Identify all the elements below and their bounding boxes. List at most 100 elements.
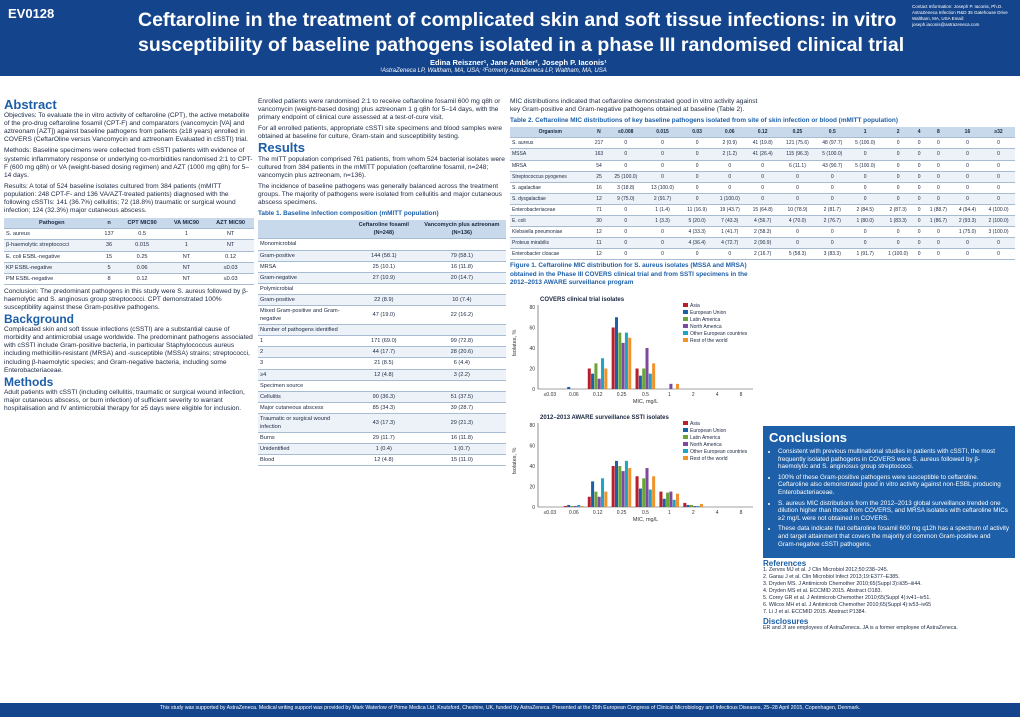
bar	[648, 489, 652, 507]
bar	[601, 357, 605, 389]
abstract-table-cell: 0.5	[118, 228, 166, 241]
table1-row: Monomicrobial	[258, 238, 506, 251]
table2-cell: 0	[779, 237, 816, 250]
table1-cell: 10 (7.4)	[417, 294, 506, 306]
abstract-table-cell: NT	[165, 251, 208, 263]
legend-swatch	[683, 420, 688, 425]
bar	[666, 492, 670, 507]
legend-swatch	[683, 448, 688, 453]
table1-cell	[417, 238, 506, 251]
table1-row: Gram-positive 22 (8.9) 10 (7.4)	[258, 294, 506, 306]
bar	[614, 316, 618, 389]
table2-header: 4	[914, 127, 924, 139]
table2-cell: 0	[644, 148, 681, 161]
table1-cell: Polymicrobial	[258, 283, 350, 295]
table2-cell: 0	[914, 171, 924, 183]
table1-cell: Burns	[258, 432, 350, 445]
table1-cell: Mixed Gram-positive and Gram-negative	[258, 305, 350, 326]
abstract-table-cell: 137	[99, 228, 119, 241]
table1-header	[258, 220, 350, 240]
table1-row: Unidentified 1 (0.4) 1 (0.7)	[258, 443, 506, 456]
table2-cell: Klebsiella pneumoniae	[510, 226, 591, 239]
table1-cell: Cellulitis	[258, 391, 350, 403]
table2-cell: 0	[607, 215, 645, 228]
table2-cell: 1 (1.4)	[644, 204, 681, 217]
x-tick-label: 0.06	[569, 510, 579, 516]
table2-cell: 0	[848, 182, 882, 194]
table2-cell: 0	[644, 226, 681, 239]
y-tick-label: 0	[532, 505, 535, 511]
references-heading: References	[763, 559, 807, 568]
table2-cell: 0	[952, 237, 982, 250]
table2-cell: 0	[982, 171, 1015, 183]
table1-row: Burns 29 (11.7) 16 (11.8)	[258, 432, 506, 445]
table2-cell: 0	[779, 182, 816, 194]
table2-cell: 6 (11.1)	[779, 160, 816, 172]
table2-cell: 0	[848, 193, 882, 205]
table2-cell: 30	[590, 215, 608, 228]
table2-cell: 2 (58.3)	[746, 226, 780, 239]
table2-cell: 0	[607, 204, 645, 217]
bar	[659, 491, 663, 507]
table1-cell	[417, 283, 506, 295]
table2-header: 0.5	[815, 127, 849, 139]
table2-cell: 0	[914, 215, 924, 228]
bar	[618, 332, 622, 389]
table2-cell: 0	[952, 148, 982, 161]
x-tick-label: 2	[692, 510, 695, 516]
table1-row: 2 44 (17.7) 28 (20.6)	[258, 346, 506, 359]
reference-item: 4. Dryden MS et al. ECCMID 2015. Abstrac…	[763, 588, 882, 594]
table1-cell: Specimen source	[258, 380, 350, 392]
table2-cell: 0	[881, 182, 915, 194]
table2-header: ≤0.008	[607, 127, 645, 139]
bar	[669, 383, 673, 389]
table2-cell: 12	[590, 248, 608, 261]
background-heading: Background	[4, 312, 75, 327]
table2-cell: 7 (43.3)	[713, 215, 747, 228]
table2-cell: 0	[923, 248, 953, 261]
table2-cell: 11	[590, 237, 608, 250]
table2-header: ≥32	[982, 127, 1015, 139]
table2-cell: 4 (100.0)	[982, 204, 1015, 217]
table2-cell: 0	[881, 193, 915, 205]
table2-cell: 11 (16.9)	[680, 204, 714, 217]
poster-code: EV0128	[8, 6, 55, 21]
legend-swatch	[683, 337, 688, 342]
abstract-table-cell: 5	[99, 262, 119, 274]
table1-cell: 20 (14.7)	[417, 272, 506, 284]
table2-cell: 12	[590, 226, 608, 239]
figure1-caption: Figure 1. Ceftaroline MIC distribution f…	[510, 262, 748, 286]
table1-cell: MRSA	[258, 261, 350, 273]
table2-cell: 0	[746, 171, 780, 183]
conclusion-item: Consistent with previous multinational s…	[778, 448, 1009, 471]
abstract-table-cell: ≤0.03	[207, 262, 254, 274]
table2-cell: 121 (75.6)	[779, 137, 816, 150]
bar	[573, 505, 577, 507]
table1-header: Ceftaroline fosamil (N=248)	[349, 220, 418, 240]
table2-cell: 0	[923, 193, 953, 205]
bar	[567, 386, 571, 389]
bar	[696, 505, 700, 507]
table2-cell: 41 (26.4)	[746, 148, 780, 161]
references: References 1. Zervos MJ et al. J Clin Mi…	[763, 560, 1015, 632]
table2-cell: MRSA	[510, 160, 591, 172]
bar	[652, 363, 656, 389]
table2-cell: 0	[914, 182, 924, 194]
table1-cell: 43 (17.3)	[349, 413, 418, 434]
reference-item: 3. Dryden MS. J Antimicrob Chemother 201…	[763, 581, 922, 587]
bar	[597, 378, 601, 389]
table2-cell: 1 (75.0)	[952, 226, 982, 239]
table2-cell: 0	[680, 137, 714, 150]
table2-cell: 2 (90.9)	[746, 237, 780, 250]
table2-cell: 0	[713, 160, 747, 172]
table2-cell: 5 (100.0)	[815, 148, 849, 161]
table2-cell: 4 (94.4)	[952, 204, 982, 217]
table2-cell: 0	[746, 160, 780, 172]
table2-cell: 0	[881, 160, 915, 172]
legend-label: North America	[690, 442, 722, 448]
table1-cell: 25 (10.1)	[349, 261, 418, 273]
x-tick-label: 0.5	[642, 510, 649, 516]
bar	[676, 383, 680, 389]
table2-row: Enterobacter cloacae 12 0 0 0 0 2 (16.7) 5 (58.…	[510, 248, 1015, 261]
table2-cell: 0	[914, 148, 924, 161]
